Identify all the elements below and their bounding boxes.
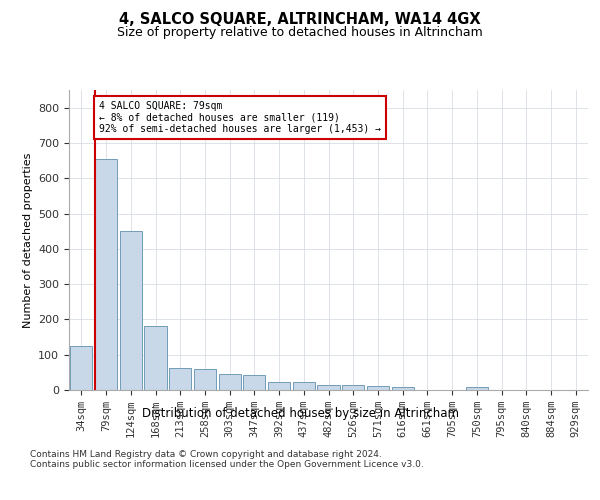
Bar [169,368,191,390]
Text: Contains HM Land Registry data © Crown copyright and database right 2024.
Contai: Contains HM Land Registry data © Crown c… [30,450,424,469]
Y-axis label: Number of detached properties: Number of detached properties [23,152,32,328]
Bar [317,384,340,390]
Bar [145,326,167,390]
Bar [342,386,364,390]
Bar [367,386,389,390]
Bar [466,387,488,390]
Bar [293,382,315,390]
Text: Distribution of detached houses by size in Altrincham: Distribution of detached houses by size … [142,408,458,420]
Bar [392,387,414,390]
Text: 4, SALCO SQUARE, ALTRINCHAM, WA14 4GX: 4, SALCO SQUARE, ALTRINCHAM, WA14 4GX [119,12,481,28]
Bar [95,159,117,390]
Bar [194,369,216,390]
Bar [70,346,92,390]
Bar [218,374,241,390]
Bar [119,231,142,390]
Bar [268,382,290,390]
Bar [243,375,265,390]
Text: 4 SALCO SQUARE: 79sqm
← 8% of detached houses are smaller (119)
92% of semi-deta: 4 SALCO SQUARE: 79sqm ← 8% of detached h… [98,100,380,134]
Text: Size of property relative to detached houses in Altrincham: Size of property relative to detached ho… [117,26,483,39]
